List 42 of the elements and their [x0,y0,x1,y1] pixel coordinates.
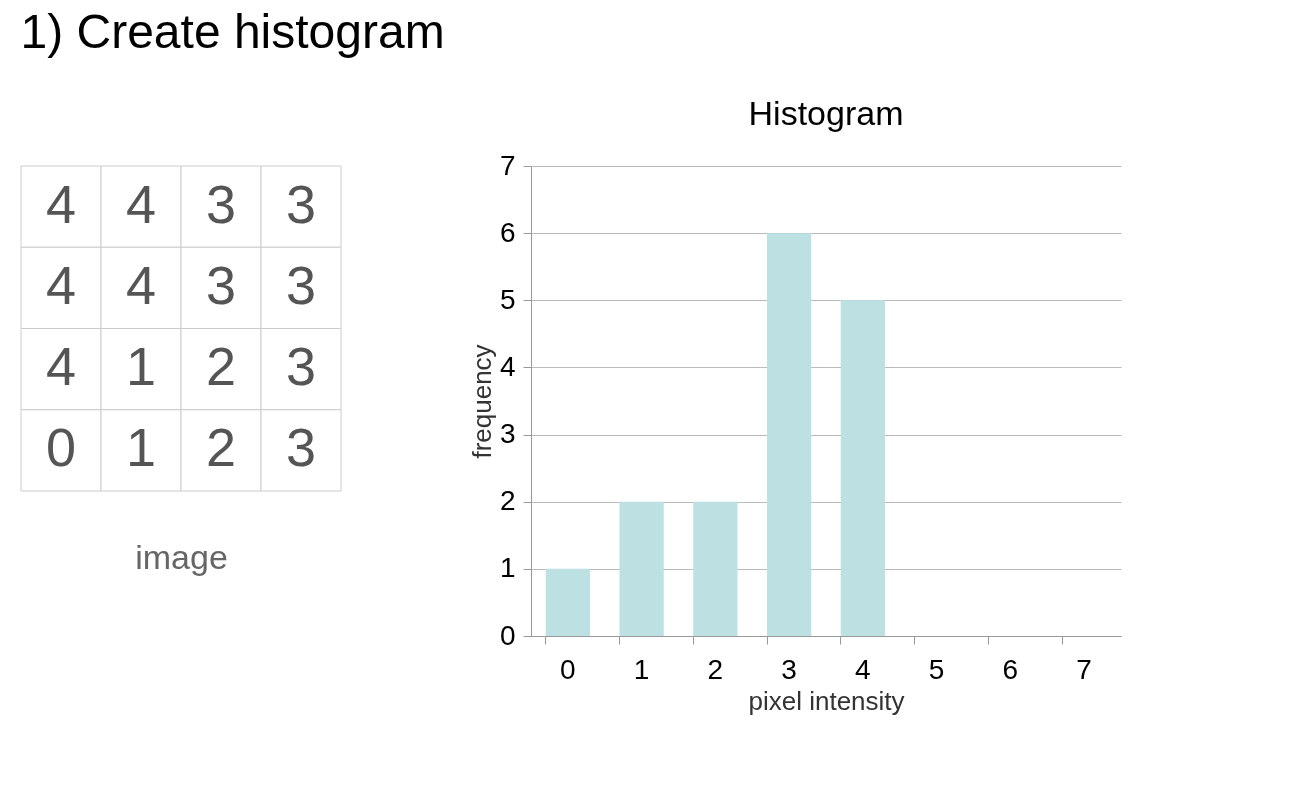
x-tick-label: 1 [633,653,650,685]
text: 1) Create histogram [20,5,445,58]
bar [545,568,590,636]
bar [693,501,738,636]
data-label: 3 [285,336,317,397]
data-label: 4 [45,336,77,397]
data-label: 2 [205,336,237,397]
bar [840,300,885,636]
chart-title: Histogram [748,94,904,132]
y-tick-label: 1 [499,552,516,584]
data-label: 1 [125,417,157,478]
data-label: 0 [45,417,77,478]
data-label: 4 [125,254,157,315]
x-tick-label: 4 [855,653,871,685]
data-label: 3 [285,254,317,315]
y-tick-label: 4 [499,350,516,382]
data-label: 3 [205,254,237,315]
x-axis-title: image [135,537,228,576]
y-tick-label: 6 [499,216,516,248]
bar [619,501,664,636]
x-tick-label: 5 [928,653,945,685]
data-label: 4 [45,173,77,234]
data-label: 2 [205,417,237,478]
x-tick-label: 3 [781,653,797,685]
x-tick-label: 7 [1076,653,1092,685]
x-tick-label: 6 [1002,653,1019,685]
data-label: 4 [125,173,157,234]
x-tick-label: 0 [560,653,576,685]
y-tick-label: 3 [499,418,516,450]
x-axis-title: pixel intensity [748,685,905,716]
data-label: 1 [125,336,157,397]
data-label: 4 [45,254,77,315]
x-tick-label: 2 [707,653,724,685]
data-label: 3 [285,173,317,234]
data-label: 3 [285,417,317,478]
bar [767,233,812,636]
y-tick-label: 2 [499,485,516,517]
y-tick-label: 7 [499,149,516,181]
y-tick-label: 0 [499,619,516,651]
y-axis-title: frequency [466,344,497,459]
y-tick-label: 5 [499,283,516,315]
data-label: 3 [205,173,237,234]
